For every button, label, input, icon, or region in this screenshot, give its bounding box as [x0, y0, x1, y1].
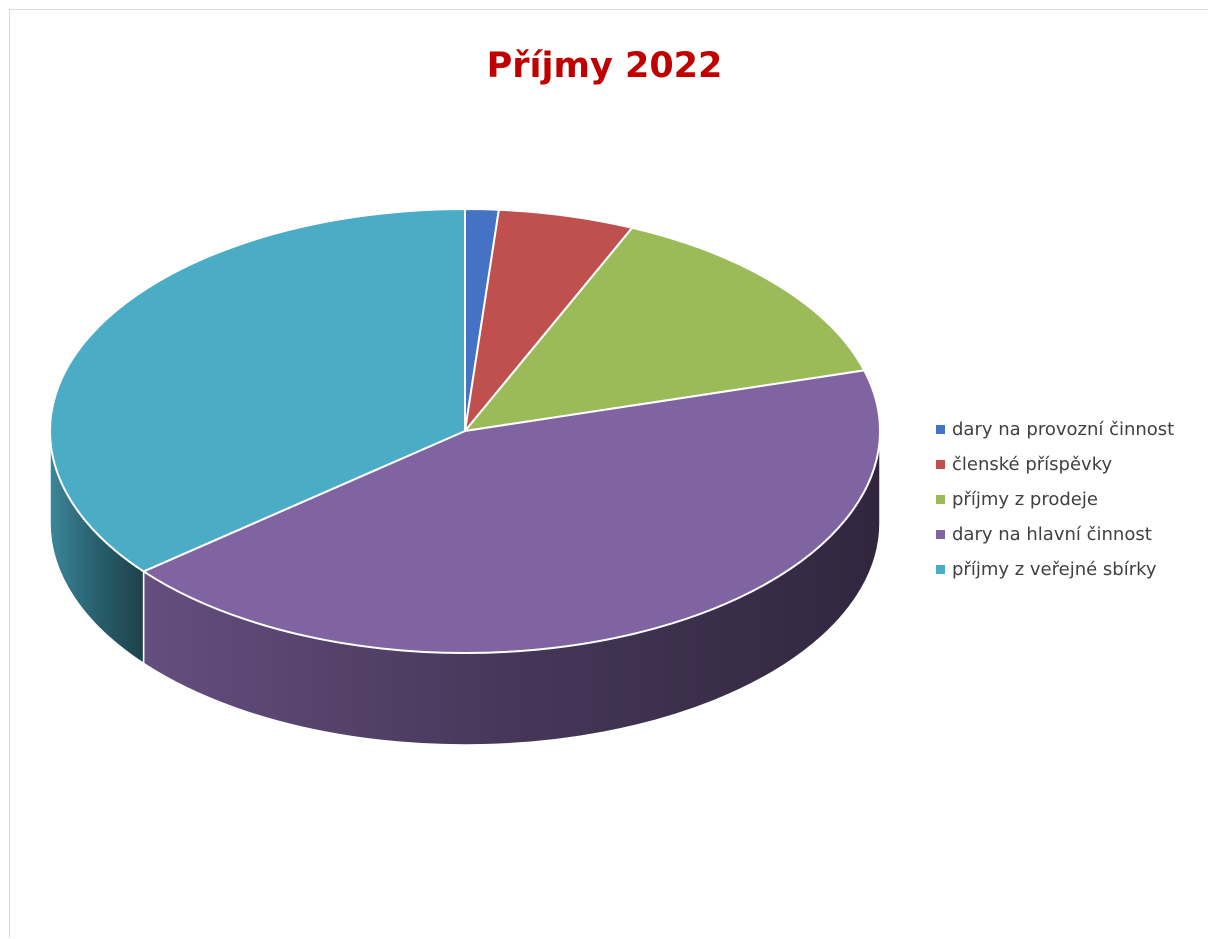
legend-item: příjmy z veřejné sbírky — [936, 552, 1174, 587]
legend-swatch — [936, 530, 945, 539]
legend-label: dary na provozní činnost — [952, 418, 1175, 440]
pie-slice — [464, 208, 634, 432]
legend-label: členské příspěvky — [952, 453, 1113, 475]
pie-slice — [464, 226, 866, 432]
legend-swatch — [936, 495, 945, 504]
legend-item: členské příspěvky — [936, 447, 1174, 482]
legend-item: příjmy z prodeje — [936, 482, 1174, 517]
chart-legend: dary na provozní činnost členské příspěv… — [936, 412, 1174, 587]
legend-label: příjmy z prodeje — [952, 488, 1098, 510]
legend-swatch — [936, 565, 945, 574]
legend-swatch — [936, 425, 945, 434]
pie-slice — [142, 369, 881, 654]
chart-title: Příjmy 2022 — [486, 46, 723, 86]
legend-item: dary na provozní činnost — [936, 412, 1174, 447]
pie-slice — [48, 208, 466, 573]
legend-swatch — [936, 460, 945, 469]
legend-label: příjmy z veřejné sbírky — [952, 558, 1157, 580]
legend-item: dary na hlavní činnost — [936, 517, 1174, 552]
pie-top-slices — [48, 208, 881, 654]
legend-label: dary na hlavní činnost — [952, 523, 1152, 545]
